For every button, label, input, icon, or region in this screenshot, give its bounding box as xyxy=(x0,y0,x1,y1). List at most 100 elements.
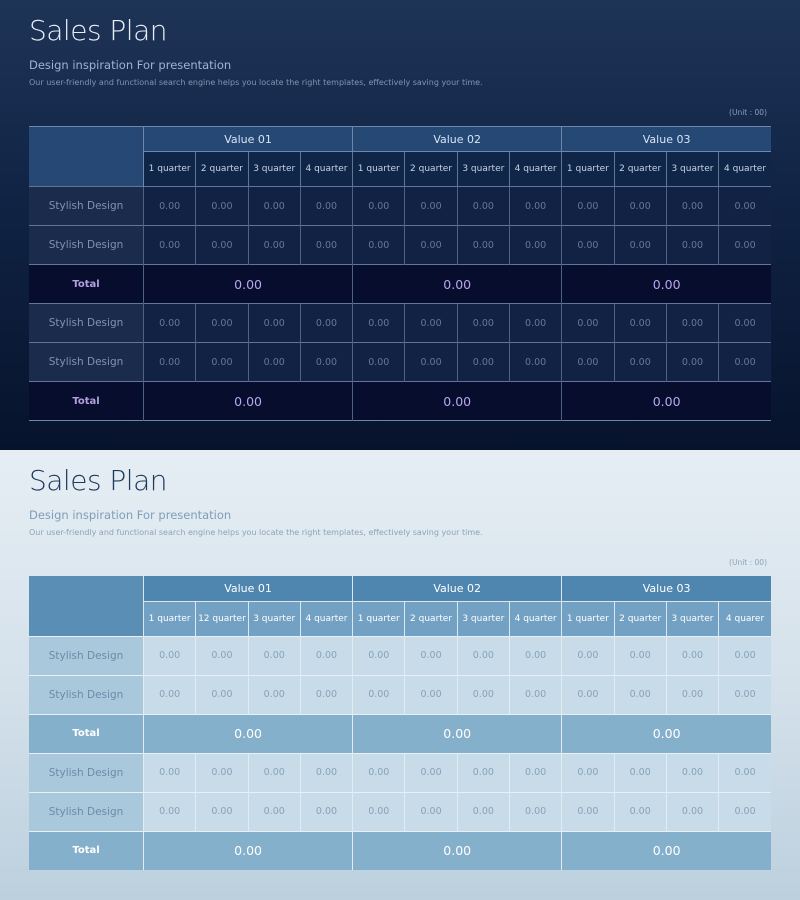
row-label: Stylish Design xyxy=(29,674,144,714)
slide-dark: Sales Plan Design inspiration For present… xyxy=(0,0,800,450)
value-cell: 0.00 xyxy=(456,752,510,792)
value-cell: 0.00 xyxy=(613,225,667,265)
header-quarter-cell: 3 quarter xyxy=(665,601,719,636)
value-cell: 0.00 xyxy=(561,791,615,831)
header-group-cell: Value 02 xyxy=(352,126,562,152)
value-cell: 0.00 xyxy=(613,303,667,343)
value-cell: 0.00 xyxy=(247,342,301,382)
table-row: Stylish Design 0.00 0.00 0.00 0.00 0.00 0.00 0.… xyxy=(29,303,771,343)
slide-subtitle: Design inspiration For presentation xyxy=(29,508,232,522)
total-value: 0.00 xyxy=(352,713,562,753)
table-row: Stylish Design 0.00 0.00 0.00 0.00 0.00 0.00 0.… xyxy=(29,225,771,265)
table-header: Value 01 Value 02 Value 03 1 quarter 2 quart… xyxy=(29,126,771,187)
value-cell: 0.00 xyxy=(508,186,562,226)
value-cell: 0.00 xyxy=(352,342,405,382)
total-label: Total xyxy=(29,381,144,421)
value-cell: 0.00 xyxy=(508,303,562,343)
header-quarter-cell: 1 quarter xyxy=(142,601,196,636)
value-cell: 0.00 xyxy=(665,225,719,265)
value-cell: 0.00 xyxy=(247,303,301,343)
unit-label: (Unit : 00) xyxy=(729,108,767,117)
value-cell: 0.00 xyxy=(195,635,249,675)
table-header: Value 01 Value 02 Value 03 1 quarter 12 quar… xyxy=(29,576,771,636)
header-group-cell: Value 01 xyxy=(142,576,353,602)
value-cell: 0.00 xyxy=(352,635,405,675)
value-cell: 0.00 xyxy=(352,752,405,792)
value-cell: 0.00 xyxy=(665,303,719,343)
value-cell: 0.00 xyxy=(299,752,353,792)
header-quarter-cell: 1 quarter xyxy=(142,151,196,187)
unit-label: (Unit : 00) xyxy=(729,558,767,567)
total-label: Total xyxy=(29,830,144,870)
value-cell: 0.00 xyxy=(718,635,771,675)
header-row-groups: Value 01 Value 02 Value 03 xyxy=(29,576,771,636)
value-cell: 0.00 xyxy=(718,752,771,792)
value-cell: 0.00 xyxy=(561,674,615,714)
value-cell: 0.00 xyxy=(613,674,667,714)
value-cell: 0.00 xyxy=(299,303,353,343)
value-cell: 0.00 xyxy=(665,674,719,714)
value-cell: 0.00 xyxy=(195,186,249,226)
value-cell: 0.00 xyxy=(665,342,719,382)
value-cell: 0.00 xyxy=(561,752,615,792)
slide-description: Our user-friendly and functional search … xyxy=(29,78,483,87)
header-corner-cell xyxy=(29,126,144,187)
value-cell: 0.00 xyxy=(718,674,771,714)
header-quarter-cell: 4 quarter xyxy=(508,151,562,187)
table-body: Stylish Design 0.00 0.00 0.00 0.00 0.00 0.00 0.… xyxy=(29,186,771,421)
value-cell: 0.00 xyxy=(247,752,301,792)
value-cell: 0.00 xyxy=(142,342,196,382)
header-quarter-cell: 4 quarter xyxy=(508,601,562,636)
value-cell: 0.00 xyxy=(508,674,562,714)
header-quarter-cell: 2 quarter xyxy=(613,601,667,636)
header-row-groups: Value 01 Value 02 Value 03 xyxy=(29,126,771,187)
table-row: Stylish Design 0.00 0.00 0.00 0.00 0.00 0.00 0.… xyxy=(29,342,771,382)
total-value: 0.00 xyxy=(561,713,771,753)
value-cell: 0.00 xyxy=(508,635,562,675)
value-cell: 0.00 xyxy=(247,186,301,226)
value-cell: 0.00 xyxy=(247,674,301,714)
value-cell: 0.00 xyxy=(142,791,196,831)
total-value: 0.00 xyxy=(352,381,562,421)
value-cell: 0.00 xyxy=(195,303,249,343)
value-cell: 0.00 xyxy=(613,791,667,831)
value-cell: 0.00 xyxy=(718,225,771,265)
header-group-cell: Value 03 xyxy=(561,576,771,602)
header-quarter-cell: 1 quarter xyxy=(352,601,405,636)
value-cell: 0.00 xyxy=(299,225,353,265)
value-cell: 0.00 xyxy=(195,225,249,265)
value-cell: 0.00 xyxy=(456,674,510,714)
value-cell: 0.00 xyxy=(299,791,353,831)
value-cell: 0.00 xyxy=(142,225,196,265)
total-value: 0.00 xyxy=(352,264,562,304)
table-row: Stylish Design 0.00 0.00 0.00 0.00 0.00 0.00 0.… xyxy=(29,635,771,675)
value-cell: 0.00 xyxy=(195,791,249,831)
value-cell: 0.00 xyxy=(561,186,615,226)
header-row-quarters: 1 quarter 2 quarter 3 quarter 4 quarter 1 qu… xyxy=(29,151,771,187)
value-cell: 0.00 xyxy=(456,186,510,226)
value-cell: 0.00 xyxy=(142,752,196,792)
value-cell: 0.00 xyxy=(613,342,667,382)
slide-title: Sales Plan xyxy=(29,14,168,47)
value-cell: 0.00 xyxy=(299,342,353,382)
header-quarter-cell: 3 quarter xyxy=(456,151,510,187)
value-cell: 0.00 xyxy=(404,752,458,792)
value-cell: 0.00 xyxy=(299,186,353,226)
slide-description: Our user-friendly and functional search … xyxy=(29,528,483,537)
header-quarter-cell: 3 quarter xyxy=(456,601,510,636)
header-row-quarters: 1 quarter 12 quarter 3 quarter 4 quarter 1 q… xyxy=(29,601,771,636)
table-row: Stylish Design 0.00 0.00 0.00 0.00 0.00 0.00 0.… xyxy=(29,186,771,226)
total-label: Total xyxy=(29,264,144,304)
value-cell: 0.00 xyxy=(352,303,405,343)
header-quarter-cell: 2 quarter xyxy=(613,151,667,187)
value-cell: 0.00 xyxy=(352,791,405,831)
value-cell: 0.00 xyxy=(508,752,562,792)
header-quarter-cell: 2 quarter xyxy=(195,151,249,187)
value-cell: 0.00 xyxy=(718,303,771,343)
value-cell: 0.00 xyxy=(561,342,615,382)
value-cell: 0.00 xyxy=(456,303,510,343)
header-quarter-cell: 4 quarer xyxy=(718,601,771,636)
value-cell: 0.00 xyxy=(456,791,510,831)
value-cell: 0.00 xyxy=(299,635,353,675)
